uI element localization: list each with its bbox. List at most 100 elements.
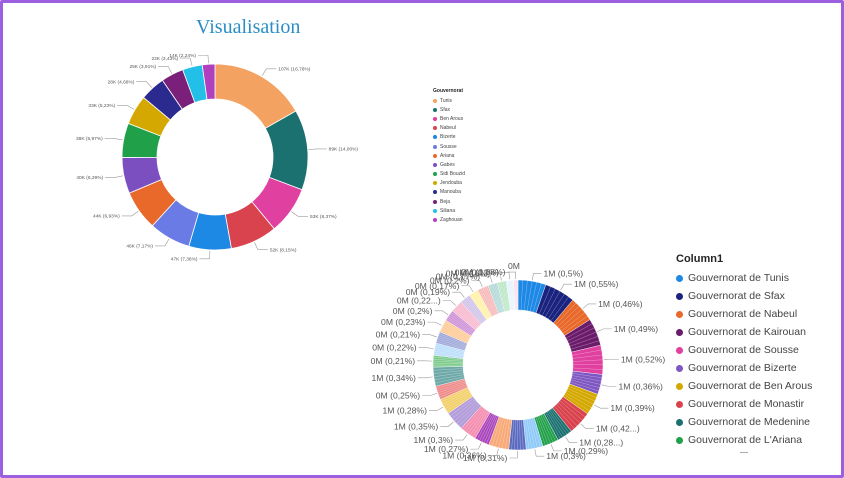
- chart2-leader-line: [565, 436, 578, 443]
- chart2-leader-line: [417, 376, 433, 379]
- chart2-slice-hatch: [466, 297, 485, 322]
- chart1-data-label: 44K (6,93%): [93, 214, 120, 220]
- legend-item-label: Sidi Bouzid: [440, 171, 466, 178]
- chart2-data-label: 1M (0,29%): [564, 446, 609, 456]
- legend2-item-gouvernorat-de-monastir[interactable]: Gouvernorat de Monastir: [676, 395, 812, 413]
- chart1-data-label: 38K (5,97%): [76, 136, 103, 142]
- chart2-slice-hatch: [467, 409, 486, 434]
- chart2-leader-line: [428, 406, 444, 411]
- chart2-data-label: 0M (0,2%): [430, 275, 470, 285]
- legend-item-label: Gabes: [440, 161, 455, 168]
- legend-swatch-icon: [433, 126, 437, 131]
- legend-swatch-icon: [433, 116, 437, 121]
- legend-swatch-icon: [676, 436, 683, 444]
- chart2-data-label: 1M (0,36%): [619, 381, 664, 391]
- chart2-slice-hatch: [561, 312, 586, 332]
- legend1-item-beja[interactable]: Beja: [433, 197, 465, 206]
- chart1-leader-line: [262, 68, 277, 76]
- legend-item-label: Ben Arous: [440, 115, 464, 122]
- chart2-slice-hatch: [433, 370, 464, 374]
- chart2-slice-hatch: [436, 379, 466, 389]
- chart2-slice-hatch: [448, 315, 474, 334]
- chart2-leader-line: [534, 449, 545, 457]
- chart2-slice-hatch: [459, 303, 481, 326]
- chart2-slice-hatch: [562, 315, 588, 334]
- chart2-slice-hatch: [547, 293, 565, 320]
- legend2-item-gouvernorat-de-bizerte[interactable]: Gouvernorat de Bizerte: [676, 359, 812, 377]
- chart1-data-label: 40K (6,29%): [76, 175, 103, 181]
- legend-item-label: Nabeul: [440, 125, 456, 132]
- chart2-slice-hatch: [434, 348, 465, 355]
- legend-swatch-icon: [676, 364, 683, 372]
- legend2-item-gouvernorat-de-kairouan[interactable]: Gouvernorat de Kairouan: [676, 323, 812, 341]
- chart2-leader-line: [442, 300, 457, 306]
- chart2-slice-hatch: [570, 379, 600, 389]
- chart2-slice-hatch: [449, 397, 475, 417]
- legend1-item-ariana[interactable]: Ariana: [433, 151, 465, 160]
- legend1-item-manouba[interactable]: Manouba: [433, 188, 465, 197]
- chart2-slice-hatch: [441, 388, 469, 403]
- chart2-slice-hatch: [436, 338, 466, 349]
- legend1-item-zaghouan[interactable]: Zaghouan: [433, 215, 465, 224]
- chart2-data-label: 1M (0,34%): [371, 373, 416, 383]
- legend-scroll-indicator[interactable]: [740, 452, 748, 453]
- chart2-slice-hatch: [556, 404, 578, 427]
- legend1-item-nabeul[interactable]: Nabeul: [433, 124, 465, 133]
- chart2-slice-hatch: [498, 282, 506, 312]
- legend1-item-tunis[interactable]: Tunis: [433, 96, 465, 105]
- legend-item-label: Zaghouan: [440, 217, 463, 224]
- legend-swatch-icon: [676, 400, 683, 408]
- chart2-data-label: 1M (0,35%): [394, 422, 439, 432]
- chart2-slice-hatch: [449, 313, 475, 333]
- legend1-item-ben-arous[interactable]: Ben Arous: [433, 114, 465, 123]
- chart2-leader-line: [594, 404, 609, 409]
- legend-swatch-icon: [433, 190, 437, 195]
- legend-swatch-icon: [433, 208, 437, 213]
- chart2-slice-hatch: [489, 284, 500, 314]
- legend2-item-gouvernorat-de-ben-arous[interactable]: Gouvernorat de Ben Arous: [676, 377, 812, 395]
- chart2-data-label: 0M (0,13%): [455, 267, 500, 277]
- chart2-slice-hatch: [435, 344, 465, 353]
- chart2-slice-hatch: [474, 291, 491, 318]
- chart2-slice-hatch: [464, 298, 484, 323]
- chart2-slice-hatch: [567, 327, 595, 342]
- legend2-item-gouvernorat-de-sfax[interactable]: Gouvernorat de Sfax: [676, 287, 812, 305]
- chart2-slice-hatch: [571, 375, 602, 382]
- legend1-item-sfax[interactable]: Sfax: [433, 105, 465, 114]
- legend1-item-bizerte[interactable]: Bizerte: [433, 133, 465, 142]
- chart2-leader-line: [461, 285, 474, 292]
- chart2-slice-segment-32[interactable]: [513, 279, 519, 311]
- chart2-slice-hatch: [561, 398, 586, 418]
- chart2-slice-hatch: [554, 406, 575, 429]
- chart2-slice-hatch: [532, 283, 542, 313]
- legend2-item-gouvernorat-de-tunis[interactable]: Gouvernorat de Tunis: [676, 269, 812, 287]
- legend-swatch-icon: [433, 107, 437, 112]
- legend1-item-gabes[interactable]: Gabes: [433, 160, 465, 169]
- legend2-item-gouvernorat-de-sousse[interactable]: Gouvernorat de Sousse: [676, 341, 812, 359]
- legend1-item-sidi-bouzid[interactable]: Sidi Bouzid: [433, 170, 465, 179]
- chart2-slice-hatch: [507, 280, 512, 311]
- chart2-leader-line: [440, 421, 454, 427]
- chart2-slice-hatch: [437, 382, 467, 394]
- chart1-leader-line: [155, 238, 170, 247]
- legend2-item-gouvernorat-de-medenine[interactable]: Gouvernorat de Medenine: [676, 413, 812, 431]
- chart2-slice-hatch: [462, 300, 483, 324]
- chart2-leader-line: [422, 393, 437, 396]
- chart2-slice-hatch: [520, 280, 523, 311]
- chart2-data-label: 0M (0,23%): [381, 317, 426, 327]
- legend-item-label: Beja: [440, 198, 451, 205]
- chart2-leader-line: [531, 272, 542, 281]
- legend1-item-siliana[interactable]: Siliana: [433, 206, 465, 215]
- legend1-item-sousse[interactable]: Sousse: [433, 142, 465, 151]
- chart2-leader-line: [580, 423, 594, 429]
- legend2-item-gouvernorat-de-l-ariana[interactable]: Gouvernorat de L'Ariana: [676, 431, 812, 449]
- chart2-slice-hatch: [526, 281, 533, 311]
- chart2-slice-hatch: [456, 402, 479, 424]
- chart2-leader-line: [470, 442, 482, 450]
- legend1-item-jendouba[interactable]: Jendouba: [433, 179, 465, 188]
- chart1-slice-zaghouan[interactable]: [201, 63, 216, 101]
- legend2-item-gouvernorat-de-nabeul[interactable]: Gouvernorat de Nabeul: [676, 305, 812, 323]
- chart2-data-label: 1M (0,5%): [543, 268, 583, 278]
- chart1-data-label: 53K (8,37%): [310, 214, 337, 220]
